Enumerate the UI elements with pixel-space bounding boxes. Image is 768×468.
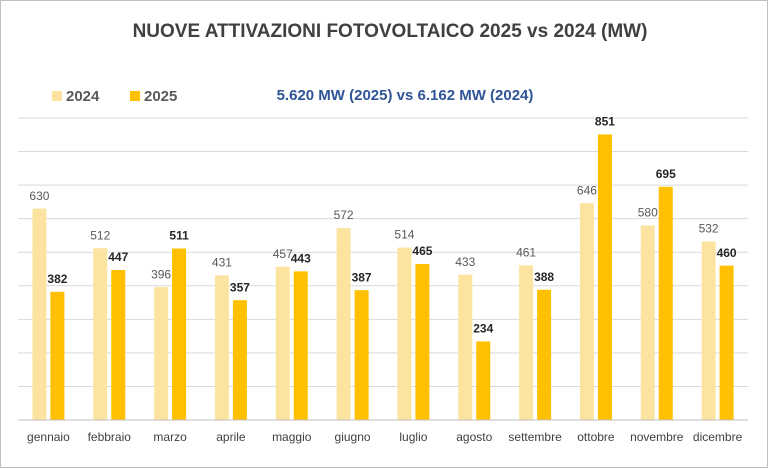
bar <box>354 290 369 420</box>
data-label: 572 <box>334 208 354 222</box>
x-tick-label: marzo <box>153 430 187 444</box>
bar <box>336 228 351 420</box>
x-tick-label: gennaio <box>27 430 70 444</box>
bar <box>397 247 412 420</box>
legend-swatch <box>130 91 140 101</box>
x-tick-label: settembre <box>508 430 562 444</box>
bar <box>719 265 734 420</box>
data-label: 357 <box>230 280 250 294</box>
x-tick-label: novembre <box>630 430 684 444</box>
data-label: 396 <box>151 267 171 281</box>
x-tick-label: maggio <box>272 430 312 444</box>
chart-title: NUOVE ATTIVAZIONI FOTOVOLTAICO 2025 vs 2… <box>133 21 648 42</box>
legend-swatch <box>52 91 62 101</box>
data-label: 532 <box>699 222 719 236</box>
bar <box>597 134 612 421</box>
bar <box>275 266 290 420</box>
bar <box>293 271 308 420</box>
data-label: 460 <box>717 246 737 260</box>
data-label: 431 <box>212 256 232 270</box>
data-label: 580 <box>638 206 658 220</box>
legend-label: 2025 <box>144 88 177 105</box>
x-tick-label: agosto <box>456 430 492 444</box>
data-label: 851 <box>595 115 615 129</box>
data-label: 695 <box>656 167 676 181</box>
data-label: 443 <box>291 252 311 266</box>
bar <box>519 265 534 420</box>
data-label: 234 <box>473 322 493 336</box>
data-label: 514 <box>394 228 414 242</box>
data-label: 382 <box>47 272 67 286</box>
bar <box>50 291 65 420</box>
bar <box>701 241 716 420</box>
data-label: 630 <box>29 189 49 203</box>
bar <box>93 248 108 420</box>
data-label: 646 <box>577 183 597 197</box>
x-tick-label: ottobre <box>577 430 615 444</box>
bar <box>214 275 229 420</box>
x-tick-label: dicembre <box>693 430 743 444</box>
bar <box>658 186 673 420</box>
bar <box>579 203 594 420</box>
bar <box>154 287 169 420</box>
data-label: 457 <box>273 247 293 261</box>
x-tick-label: giugno <box>335 430 371 444</box>
data-label: 387 <box>352 270 372 284</box>
legend-label: 2024 <box>66 88 100 105</box>
bar <box>640 225 655 420</box>
data-label: 433 <box>455 255 475 269</box>
data-label: 461 <box>516 245 536 259</box>
x-tick-label: aprile <box>216 430 246 444</box>
bar <box>111 270 126 420</box>
bar <box>415 263 430 420</box>
data-label: 388 <box>534 270 554 284</box>
data-label: 447 <box>108 250 128 264</box>
data-label: 512 <box>90 228 110 242</box>
x-tick-label: luglio <box>399 430 427 444</box>
bar <box>458 274 473 420</box>
data-label: 465 <box>412 244 432 258</box>
bar <box>537 289 552 420</box>
x-tick-label: febbraio <box>88 430 132 444</box>
bar <box>172 248 187 420</box>
bar <box>32 208 47 420</box>
bar <box>232 300 247 420</box>
data-label: 511 <box>169 229 189 243</box>
chart-subtitle: 5.620 MW (2025) vs 6.162 MW (2024) <box>277 87 534 104</box>
bar <box>476 341 491 420</box>
